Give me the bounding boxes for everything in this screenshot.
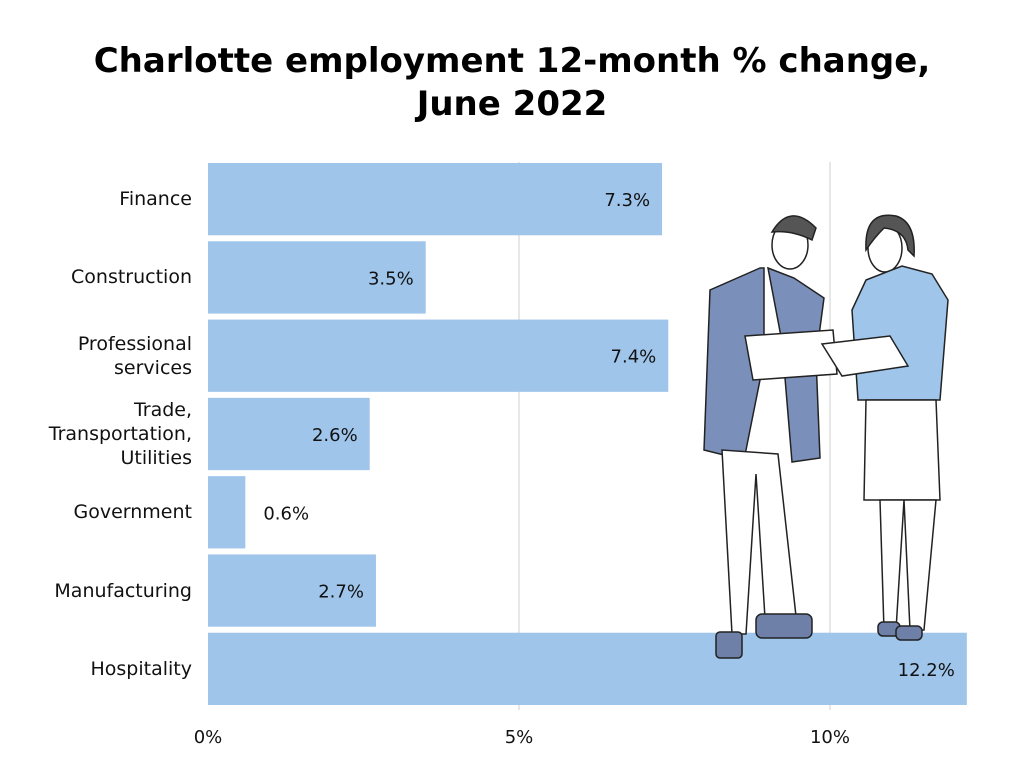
value-label: 2.7% [318,582,364,603]
bar [208,554,376,627]
x-tick-label: 5% [505,727,534,748]
value-label: 3.5% [368,268,414,289]
chart-title: Charlotte employment 12-month % change, … [93,41,931,124]
bars [208,163,967,705]
value-label: 0.6% [263,503,309,524]
grid [518,162,831,710]
value-label: 12.2% [898,660,955,681]
bar [208,632,967,705]
bar [208,319,669,392]
bar [208,241,426,314]
bar [208,163,663,236]
y-tick-label: Government [73,501,193,524]
labels: 0% 5% 10% 7.3% 3.5% 7.4% 2.6% 0.6% 2.7% 12.2% [194,190,955,748]
bar [208,397,370,471]
illustration [703,214,949,659]
y-tick-label: Trade, Transportation, Utilities [48,399,192,469]
y-tick-label: Hospitality [90,657,193,680]
y-tick-label: Professional services [77,332,192,379]
x-tick-label: 0% [194,727,223,748]
y-tick-label: Finance [119,188,192,211]
value-label: 7.4% [611,347,657,368]
bar [208,476,246,549]
y-tick-label: Construction [71,266,192,289]
value-label: 7.3% [604,190,650,211]
x-tick-label: 10% [810,727,850,748]
y-tick-label: Manufacturing [54,579,192,602]
value-label: 2.6% [312,425,358,446]
